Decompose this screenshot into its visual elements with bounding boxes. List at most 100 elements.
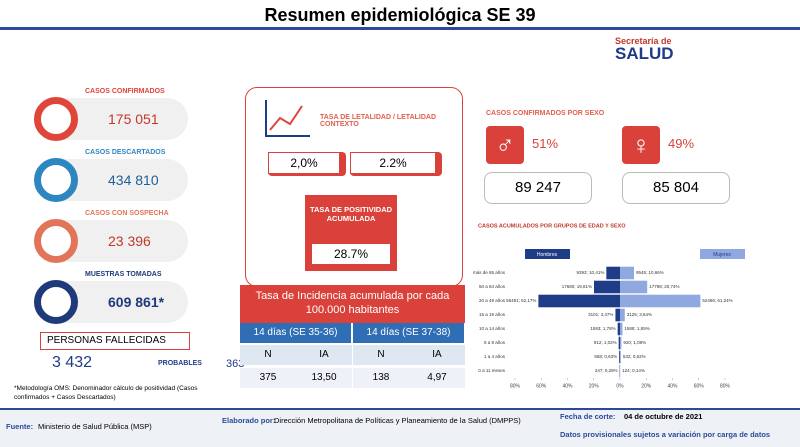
- author: Dirección Metropolitana de Políticas y P…: [222, 416, 522, 425]
- value-label: 9393; 10,41%: [577, 270, 605, 275]
- x-tick-label: 60%: [536, 383, 547, 389]
- table-header: 14 días (SE 37-38): [353, 323, 465, 343]
- letalidad-value: 2.2%: [350, 152, 436, 174]
- x-tick-label: 80%: [720, 383, 731, 389]
- bar: [620, 267, 634, 280]
- card-value: 175 051: [108, 111, 159, 127]
- category-label: 10 a 14 años: [479, 326, 506, 331]
- value-label: 912; 1,02%: [594, 340, 617, 345]
- value-label: 1593; 1,78%: [590, 326, 615, 331]
- category-label: 20 a 49 años: [479, 298, 506, 303]
- value-label: 17798; 20,74%: [649, 284, 679, 289]
- bar: [619, 337, 620, 350]
- value-label: 3101; 3,47%: [588, 312, 613, 317]
- bar: [620, 337, 621, 350]
- incidencia-title: Tasa de Incidencia acumulada por cada 10…: [240, 285, 465, 323]
- chart-title: CASOS ACUMULADOS POR GRUPOS DE EDAD Y SE…: [478, 223, 626, 229]
- category-label: 5 a 9 años: [484, 340, 506, 345]
- female-pct: 49%: [668, 136, 694, 151]
- value-label: 3125; 3,64%: [627, 312, 652, 317]
- bar: [615, 309, 620, 322]
- value-label: 558; 0,63%: [594, 354, 617, 359]
- bar: [620, 323, 622, 336]
- logo: SALUD: [615, 44, 674, 64]
- bar: [619, 351, 620, 364]
- male-pct: 51%: [532, 136, 558, 151]
- sexo-title: CASOS CONFIRMADOS POR SEXO: [486, 110, 604, 117]
- date: 04 de octubre de 2021: [624, 412, 702, 421]
- value-label: 1588; 1,85%: [624, 326, 649, 331]
- letalidad-title: TASA DE LETALIDAD / LETALIDAD CONTEXTO: [320, 114, 440, 128]
- value-label: 9545; 10,66%: [636, 270, 664, 275]
- title: Resumen epidemiológica SE 39: [0, 0, 800, 30]
- x-tick-label: 0%: [616, 383, 624, 389]
- date-label: Fecha de corte:: [560, 412, 615, 421]
- value-label: 17680; 19,81%: [562, 284, 592, 289]
- icon: [34, 280, 78, 324]
- card-value: 434 810: [108, 172, 159, 188]
- value-label: 920; 1,08%: [623, 340, 646, 345]
- icon: [34, 219, 78, 263]
- trend-icon: [262, 98, 312, 140]
- table-cell: 375: [240, 368, 296, 388]
- male-value: 89 247: [484, 172, 592, 204]
- table-subheader: IA: [296, 345, 352, 365]
- x-tick-label: 40%: [667, 383, 678, 389]
- value-label: 247; 0,28%: [595, 368, 618, 373]
- table-cell: 13,50: [296, 368, 352, 388]
- footer: Fuente: Ministerio de Salud Pública (MSP…: [0, 408, 800, 447]
- footnote: *Metodología OMS: Denominador cálculo de…: [14, 384, 234, 402]
- x-tick-label: 40%: [562, 383, 573, 389]
- table-cell: 4,97: [409, 368, 465, 388]
- bar: [620, 351, 621, 364]
- bar: [620, 309, 625, 322]
- pyramid-chart: CASOS ACUMULADOS POR GRUPOS DE EDAD Y SE…: [470, 218, 790, 393]
- value-label: 124; 0,14%: [622, 368, 645, 373]
- positividad-title: TASA DE POSITIVIDAD ACUMULADA: [305, 205, 397, 223]
- source-label: Fuente:: [6, 422, 33, 431]
- bar: [620, 281, 647, 294]
- source: Ministerio de Salud Pública (MSP): [38, 422, 152, 431]
- fallecidos-value: 3 432: [52, 354, 92, 372]
- icon: [34, 97, 78, 141]
- card: CASOS DESCARTADOS 434 810: [38, 159, 188, 201]
- bar: [538, 295, 620, 308]
- card: CASOS CONFIRMADOS 175 051: [38, 98, 188, 140]
- card-value: 23 396: [108, 233, 151, 249]
- table-subheader: N: [240, 345, 296, 365]
- value-label: 532; 0,62%: [623, 354, 646, 359]
- table-header: 14 días (SE 35-36): [240, 323, 352, 343]
- letalidad-value: 2,0%: [268, 152, 340, 174]
- positividad-value: 28.7%: [311, 243, 391, 265]
- x-tick-label: 20%: [641, 383, 652, 389]
- icon: [34, 158, 78, 202]
- legend-label: Hombres: [537, 252, 558, 258]
- value-label: 55481; 62,17%: [506, 298, 536, 303]
- male-icon: ♂: [486, 126, 524, 164]
- bar: [594, 281, 620, 294]
- bar: [618, 323, 620, 336]
- card: MUESTRAS TOMADAS 609 861*: [38, 281, 188, 323]
- category-label: 1 a 4 años: [484, 354, 506, 359]
- female-icon: ♀: [622, 126, 660, 164]
- table-cell: 138: [353, 368, 409, 388]
- card: CASOS CON SOSPECHA 23 396: [38, 220, 188, 262]
- fallecidos-label: PERSONAS FALLECIDAS: [40, 332, 190, 350]
- card-label: CASOS DESCARTADOS: [85, 149, 165, 156]
- female-value: 85 804: [622, 172, 730, 204]
- x-tick-label: 80%: [510, 383, 521, 389]
- category-label: 15 a 19 años: [479, 312, 506, 317]
- card-label: CASOS CONFIRMADOS: [85, 88, 165, 95]
- note: Datos provisionales sujetos a variación …: [560, 430, 770, 439]
- table-subheader: IA: [409, 345, 465, 365]
- table-subheader: N: [353, 345, 409, 365]
- category-label: más de 65 años: [473, 270, 506, 275]
- card-value: 609 861*: [108, 294, 164, 310]
- bar: [606, 267, 620, 280]
- probables-label: PROBABLES: [158, 360, 202, 367]
- legend-label: Mujeres: [713, 252, 731, 258]
- x-tick-label: 60%: [694, 383, 705, 389]
- x-tick-label: 20%: [589, 383, 600, 389]
- bar: [620, 295, 700, 308]
